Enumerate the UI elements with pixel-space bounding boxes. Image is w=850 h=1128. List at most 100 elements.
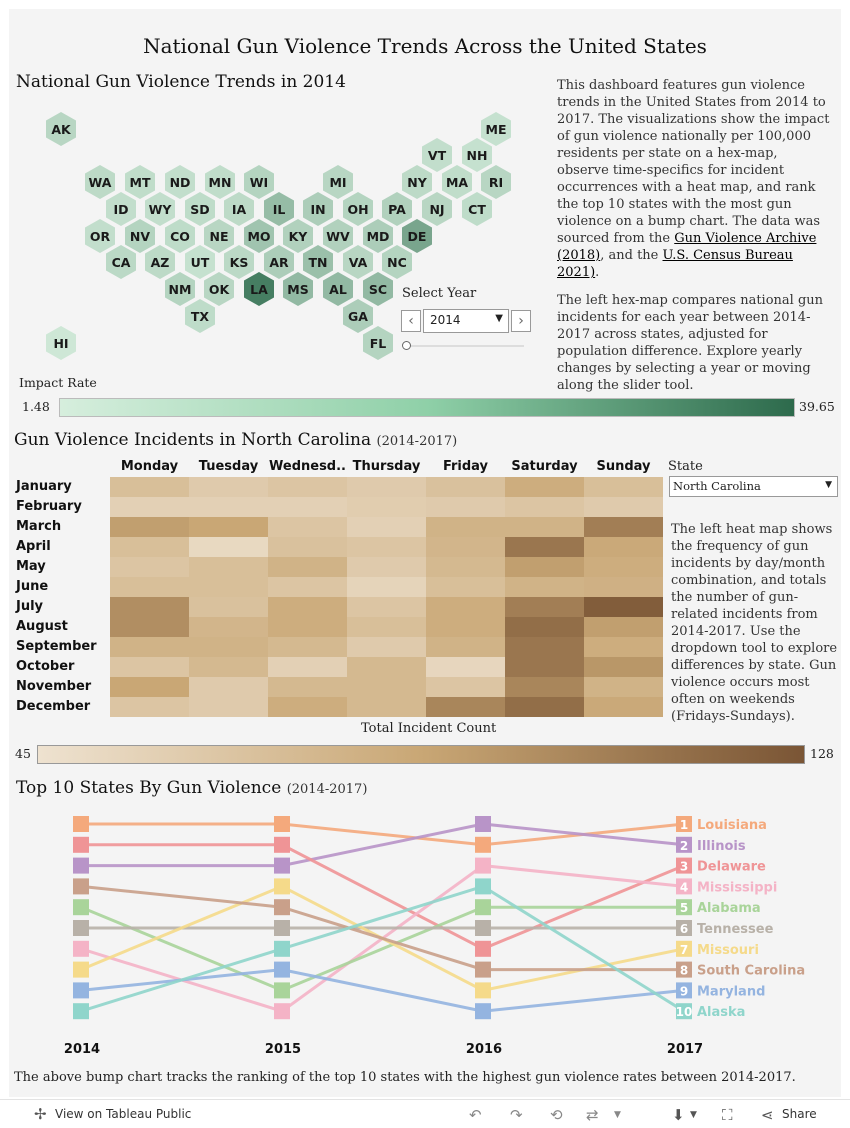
heatmap-cell[interactable] xyxy=(189,557,268,577)
heatmap-cell[interactable] xyxy=(347,497,426,517)
heatmap-cell[interactable] xyxy=(189,577,268,597)
heatmap-cell[interactable] xyxy=(584,537,663,557)
prev-year-button[interactable]: ‹ xyxy=(401,310,421,332)
heatmap-cell[interactable] xyxy=(347,597,426,617)
heatmap-cell[interactable] xyxy=(347,577,426,597)
heatmap-cell[interactable] xyxy=(347,657,426,677)
state-rank-label[interactable]: Alabama xyxy=(697,901,761,916)
heatmap-cell[interactable] xyxy=(189,597,268,617)
bump-point[interactable] xyxy=(73,857,89,874)
bump-point[interactable] xyxy=(274,878,290,895)
bump-point[interactable] xyxy=(475,836,491,853)
heatmap-cell[interactable] xyxy=(110,617,189,637)
bump-point[interactable] xyxy=(274,899,290,916)
heatmap-cell[interactable] xyxy=(426,597,505,617)
redo-icon[interactable]: ↷ xyxy=(510,1106,523,1124)
hex-state-mi[interactable]: MI xyxy=(323,165,353,199)
heatmap-cell[interactable] xyxy=(110,677,189,697)
heatmap-cell[interactable] xyxy=(584,677,663,697)
heatmap-cell[interactable] xyxy=(426,637,505,657)
heatmap-cell[interactable] xyxy=(268,657,347,677)
heatmap-cell[interactable] xyxy=(110,477,189,497)
state-dropdown[interactable]: North Carolina ▼ xyxy=(669,476,838,497)
bump-point[interactable] xyxy=(676,1003,692,1020)
heatmap-cell[interactable] xyxy=(505,677,584,697)
heatmap-cell[interactable] xyxy=(110,517,189,537)
heatmap-cell[interactable] xyxy=(110,557,189,577)
bump-line[interactable] xyxy=(81,822,685,868)
heatmap-cell[interactable] xyxy=(347,677,426,697)
heatmap-cell[interactable] xyxy=(347,697,426,717)
heatmap-cell[interactable] xyxy=(189,657,268,677)
heatmap-cell[interactable] xyxy=(426,537,505,557)
heatmap-cell[interactable] xyxy=(584,617,663,637)
year-slider-handle[interactable] xyxy=(402,341,411,350)
heatmap-cell[interactable] xyxy=(584,637,663,657)
hex-state-sd[interactable]: SD xyxy=(185,192,215,226)
heatmap-cell[interactable] xyxy=(584,517,663,537)
hex-state-ri[interactable]: RI xyxy=(481,165,511,199)
bump-point[interactable] xyxy=(274,940,290,957)
heatmap-cell[interactable] xyxy=(110,597,189,617)
heatmap-cell[interactable] xyxy=(505,597,584,617)
heatmap-cell[interactable] xyxy=(189,677,268,697)
chevron-down-icon[interactable]: ▼ xyxy=(690,1110,697,1120)
bump-point[interactable] xyxy=(73,878,89,895)
bump-point[interactable] xyxy=(475,878,491,895)
heatmap-cell[interactable] xyxy=(268,597,347,617)
hex-state-in[interactable]: IN xyxy=(303,192,333,226)
download-icon[interactable]: ⬇ xyxy=(672,1106,685,1124)
bump-point[interactable] xyxy=(73,982,89,999)
heatmap-cell[interactable] xyxy=(505,617,584,637)
hex-state-vt[interactable]: VT xyxy=(422,138,452,172)
census-link[interactable]: U.S. Census Bureau 2021) xyxy=(557,248,793,280)
heatmap-cell[interactable] xyxy=(110,637,189,657)
heatmap-cell[interactable] xyxy=(347,637,426,657)
bump-point[interactable] xyxy=(475,961,491,978)
heatmap-cell[interactable] xyxy=(347,477,426,497)
refresh-icon[interactable]: ⇄ xyxy=(586,1106,599,1124)
heatmap-cell[interactable] xyxy=(189,497,268,517)
bump-point[interactable] xyxy=(73,940,89,957)
heatmap-cell[interactable] xyxy=(426,497,505,517)
heatmap-cell[interactable] xyxy=(426,577,505,597)
hex-state-oh[interactable]: OH xyxy=(343,192,373,226)
revert-icon[interactable]: ⟲ xyxy=(550,1106,563,1124)
bump-point[interactable] xyxy=(676,899,692,916)
heatmap-cell[interactable] xyxy=(110,537,189,557)
bump-point[interactable] xyxy=(475,1003,491,1020)
state-rank-label[interactable]: Missouri xyxy=(697,943,759,958)
heatmap-cell[interactable] xyxy=(584,577,663,597)
heatmap-cell[interactable] xyxy=(505,657,584,677)
bump-point[interactable] xyxy=(676,878,692,895)
heatmap-cell[interactable] xyxy=(268,477,347,497)
heatmap-cell[interactable] xyxy=(189,517,268,537)
hex-state-wi[interactable]: WI xyxy=(244,165,274,199)
bump-point[interactable] xyxy=(676,961,692,978)
bump-point[interactable] xyxy=(676,920,692,936)
heatmap-cell[interactable] xyxy=(189,697,268,717)
heatmap-cell[interactable] xyxy=(505,577,584,597)
next-year-button[interactable]: › xyxy=(511,310,531,332)
hex-state-ky[interactable]: KY xyxy=(283,219,313,253)
bump-point[interactable] xyxy=(274,857,290,874)
heatmap-cell[interactable] xyxy=(268,637,347,657)
hex-state-mn[interactable]: MN xyxy=(205,165,235,199)
heatmap-cell[interactable] xyxy=(189,637,268,657)
hex-state-ia[interactable]: IA xyxy=(224,192,254,226)
heatmap-cell[interactable] xyxy=(347,617,426,637)
bump-point[interactable] xyxy=(274,982,290,999)
hex-state-de[interactable]: DE xyxy=(402,219,432,253)
bump-point[interactable] xyxy=(274,816,290,832)
chevron-down-icon[interactable]: ▼ xyxy=(614,1110,621,1120)
bump-point[interactable] xyxy=(676,982,692,999)
heatmap-cell[interactable] xyxy=(268,617,347,637)
heatmap-cell[interactable] xyxy=(584,697,663,717)
hex-state-nh[interactable]: NH xyxy=(462,138,492,172)
heatmap-cell[interactable] xyxy=(268,697,347,717)
hex-state-wa[interactable]: WA xyxy=(85,165,115,199)
bump-point[interactable] xyxy=(73,961,89,978)
share-icon[interactable]: ⋖ xyxy=(761,1106,774,1124)
heatmap-cell[interactable] xyxy=(426,557,505,577)
heatmap-cell[interactable] xyxy=(268,677,347,697)
